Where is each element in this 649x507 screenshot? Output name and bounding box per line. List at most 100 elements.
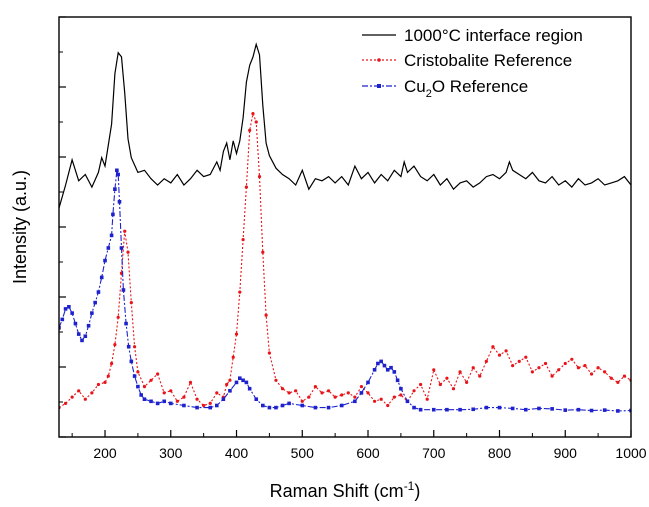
data-point xyxy=(458,407,462,412)
data-point xyxy=(149,399,153,404)
data-point xyxy=(126,250,130,254)
data-point xyxy=(90,391,94,395)
data-point xyxy=(156,372,160,376)
data-point xyxy=(103,380,107,384)
data-point xyxy=(76,332,81,336)
data-point xyxy=(596,366,600,370)
data-point xyxy=(313,405,318,410)
y-axis-ticks xyxy=(59,16,66,438)
data-point xyxy=(136,384,140,389)
data-point xyxy=(73,321,78,326)
data-point xyxy=(244,380,249,385)
data-point xyxy=(254,397,259,401)
data-point xyxy=(214,403,219,408)
data-point xyxy=(208,401,212,405)
data-point xyxy=(376,361,380,366)
data-point xyxy=(63,307,68,311)
data-point xyxy=(412,389,416,393)
data-point xyxy=(563,361,567,366)
data-point xyxy=(431,407,436,412)
data-point xyxy=(359,385,364,389)
series-line-2 xyxy=(59,170,631,412)
data-point xyxy=(121,288,126,292)
data-point xyxy=(195,397,199,401)
data-point xyxy=(109,361,114,366)
data-point xyxy=(557,368,561,372)
x-tick-label: 800 xyxy=(488,445,512,461)
data-point xyxy=(622,374,627,378)
y-axis-label: Intensity (a.u.) xyxy=(10,170,30,284)
data-point xyxy=(241,378,245,383)
data-point xyxy=(238,376,242,380)
data-point xyxy=(287,401,291,406)
legend-label: Cu2O Reference xyxy=(404,77,528,100)
legend-marker xyxy=(377,84,381,88)
data-point xyxy=(83,397,87,401)
data-point xyxy=(59,326,61,330)
data-point xyxy=(405,399,410,404)
data-point xyxy=(96,382,101,387)
data-point xyxy=(142,397,147,401)
data-point xyxy=(267,351,271,355)
data-point xyxy=(550,407,554,411)
data-point xyxy=(353,399,357,404)
data-point xyxy=(208,405,213,410)
data-point xyxy=(142,385,147,389)
data-point xyxy=(372,368,377,372)
data-point xyxy=(116,315,120,319)
data-point xyxy=(115,168,119,173)
data-point xyxy=(471,407,476,412)
data-point xyxy=(247,386,252,391)
data-point xyxy=(438,382,442,387)
data-point xyxy=(451,387,456,391)
data-point xyxy=(60,317,65,322)
data-point xyxy=(382,363,387,368)
x-tick-label: 900 xyxy=(554,445,578,461)
data-point xyxy=(307,395,311,399)
data-point xyxy=(70,395,74,399)
data-point xyxy=(287,391,291,395)
data-point xyxy=(67,305,71,309)
data-point xyxy=(225,382,229,387)
data-point xyxy=(537,406,541,411)
data-point xyxy=(149,378,153,382)
data-point xyxy=(359,391,364,395)
data-point xyxy=(63,401,68,405)
data-point xyxy=(182,403,186,408)
data-point xyxy=(576,407,581,412)
data-point xyxy=(445,407,449,412)
data-point xyxy=(602,408,607,412)
series-1 xyxy=(59,111,631,410)
data-point xyxy=(603,370,607,374)
data-point xyxy=(133,345,137,349)
data-point xyxy=(458,370,462,374)
data-point xyxy=(126,344,131,349)
data-point xyxy=(129,301,133,305)
data-point xyxy=(326,405,331,410)
data-point xyxy=(425,397,429,401)
data-point xyxy=(484,405,489,410)
data-point xyxy=(83,334,88,338)
series-2 xyxy=(59,168,631,413)
data-point xyxy=(234,380,239,385)
data-point xyxy=(228,389,232,393)
x-tick-label: 700 xyxy=(422,445,446,461)
data-point xyxy=(155,401,160,406)
data-point xyxy=(103,258,107,263)
data-point xyxy=(389,365,393,370)
data-point xyxy=(274,378,278,382)
data-point xyxy=(80,338,84,343)
data-point xyxy=(366,391,370,395)
data-point xyxy=(589,372,594,376)
data-point xyxy=(168,401,173,406)
data-point xyxy=(254,120,258,124)
data-point xyxy=(372,399,377,403)
data-point xyxy=(111,212,115,217)
data-point xyxy=(418,407,423,412)
data-point xyxy=(616,409,620,413)
data-point xyxy=(117,200,122,204)
data-point xyxy=(221,397,226,401)
series-0 xyxy=(59,42,631,209)
